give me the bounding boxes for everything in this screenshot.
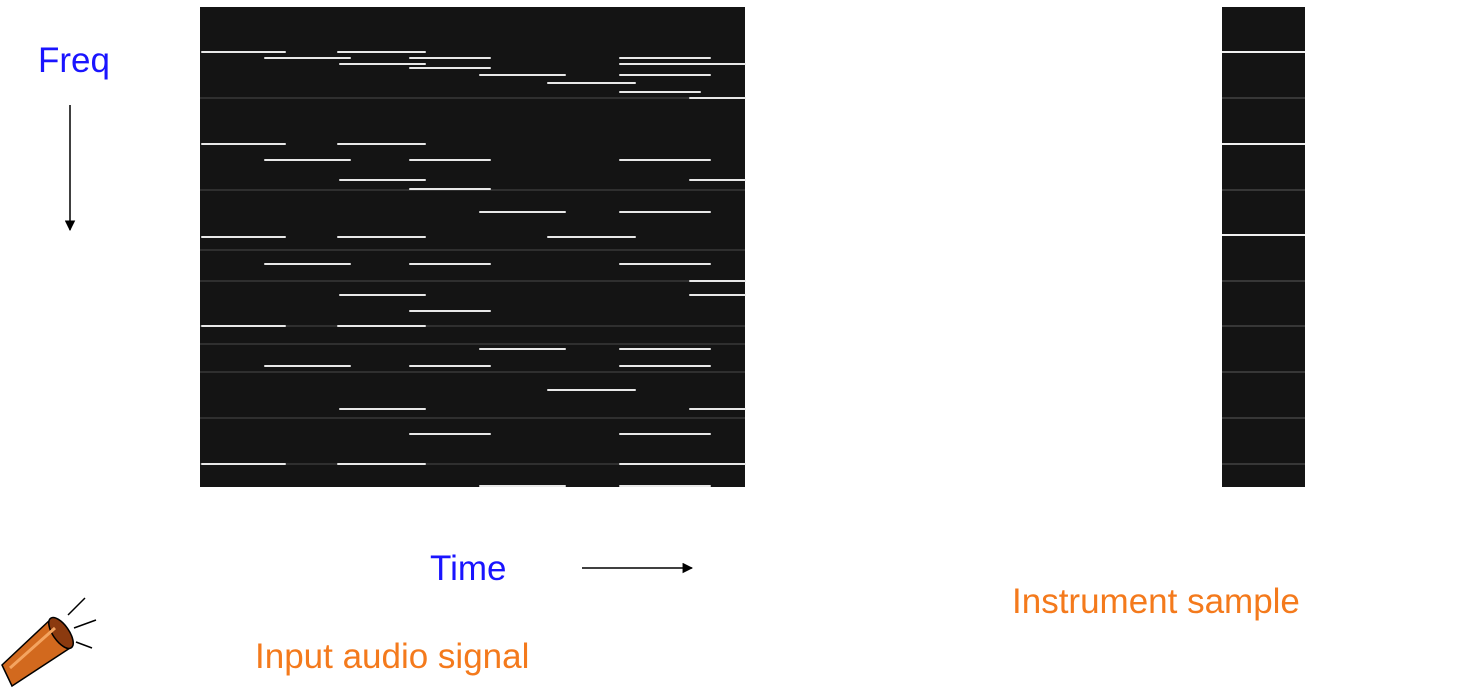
spectrogram-bright-lines [1222, 51, 1305, 236]
spectrogram-background [200, 7, 745, 487]
speaker-icon[interactable] [1, 597, 97, 688]
instrument-caption: Instrument sample [1012, 582, 1300, 621]
input-spectrogram [200, 7, 746, 487]
spectrogram-background [1222, 7, 1305, 487]
freq-label: Freq [38, 41, 110, 80]
spectrogram-faint-lines [1222, 97, 1305, 465]
input-caption: Input audio signal [255, 637, 529, 676]
instrument-spectrogram [1222, 7, 1305, 487]
spectrogram-bright-lines [201, 51, 746, 487]
time-label: Time [430, 549, 506, 588]
